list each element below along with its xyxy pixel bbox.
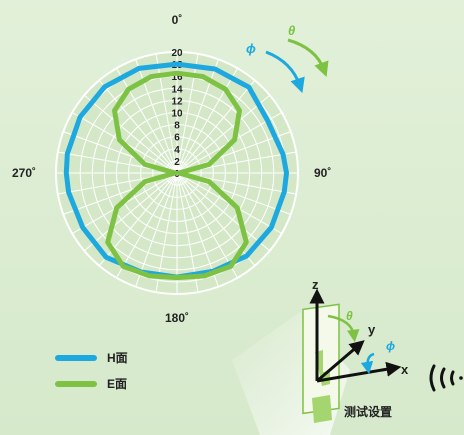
phi-rotation-arrow (265, 50, 305, 94)
test-setup-illustration: z y x θ ϕ 测试设置 (232, 277, 463, 435)
grid-spoke (116, 172, 178, 279)
radial-tick-label: 4 (174, 145, 180, 156)
phi-label: ϕ (246, 41, 256, 56)
grid-spoke (176, 172, 219, 287)
angle-label: 270˚ (12, 166, 36, 180)
z-axis-label: z (312, 277, 319, 292)
setup-theta-label: θ (346, 309, 353, 323)
grid-spoke (135, 59, 178, 174)
grid-spoke (116, 67, 178, 174)
antenna-trace-lower (312, 395, 332, 423)
grid-spoke (176, 94, 271, 174)
setup-phi-label: ϕ (386, 339, 395, 353)
grid-spoke (98, 79, 178, 174)
setup-title: 测试设置 (344, 404, 392, 419)
rotation-indicator: ϕ θ (246, 23, 329, 94)
radial-tick-label: 20 (171, 48, 183, 59)
radial-tick-label: 12 (171, 96, 183, 107)
x-axis-arrow (316, 361, 402, 383)
radial-tick-label: 2 (174, 157, 180, 168)
legend-label-e: E面 (107, 377, 127, 391)
radial-tick-label: 14 (171, 84, 183, 95)
series-line-e (105, 70, 249, 281)
setup-phi-arrow (360, 352, 375, 375)
grid-spoke (176, 172, 238, 279)
antenna-board (302, 303, 340, 423)
y-axis-arrow (316, 340, 365, 383)
angle-label: 180˚ (165, 311, 189, 325)
theta-rotation-arrow (287, 38, 329, 78)
grid-spoke (176, 172, 271, 252)
angle-label: 0˚ (172, 13, 183, 27)
grid-spoke (83, 172, 178, 252)
radio-wave-icon (429, 364, 463, 392)
radial-tick-label: 16 (171, 72, 183, 83)
series-layer (63, 61, 289, 281)
legend-label-h: H面 (107, 351, 128, 365)
grid-spoke (176, 79, 256, 174)
radial-tick-label: 6 (174, 133, 180, 144)
radial-tick-label: 8 (174, 121, 180, 132)
legend: H面 E面 (55, 351, 128, 391)
angle-labels: 0˚ 90˚ 180˚ 270˚ (12, 13, 331, 325)
angle-label: 90˚ (314, 166, 331, 180)
setup-theta-arrow (327, 314, 360, 343)
antenna-trace-upper (315, 350, 330, 386)
radial-tick-label: 10 (171, 109, 183, 120)
grid-spoke (176, 67, 238, 174)
grid-spoke (176, 59, 219, 174)
grid-spoke (83, 94, 178, 174)
grid-spoke (135, 172, 178, 287)
theta-label: θ (288, 23, 295, 38)
y-axis-label: y (368, 322, 376, 337)
x-axis-label: x (401, 362, 409, 377)
